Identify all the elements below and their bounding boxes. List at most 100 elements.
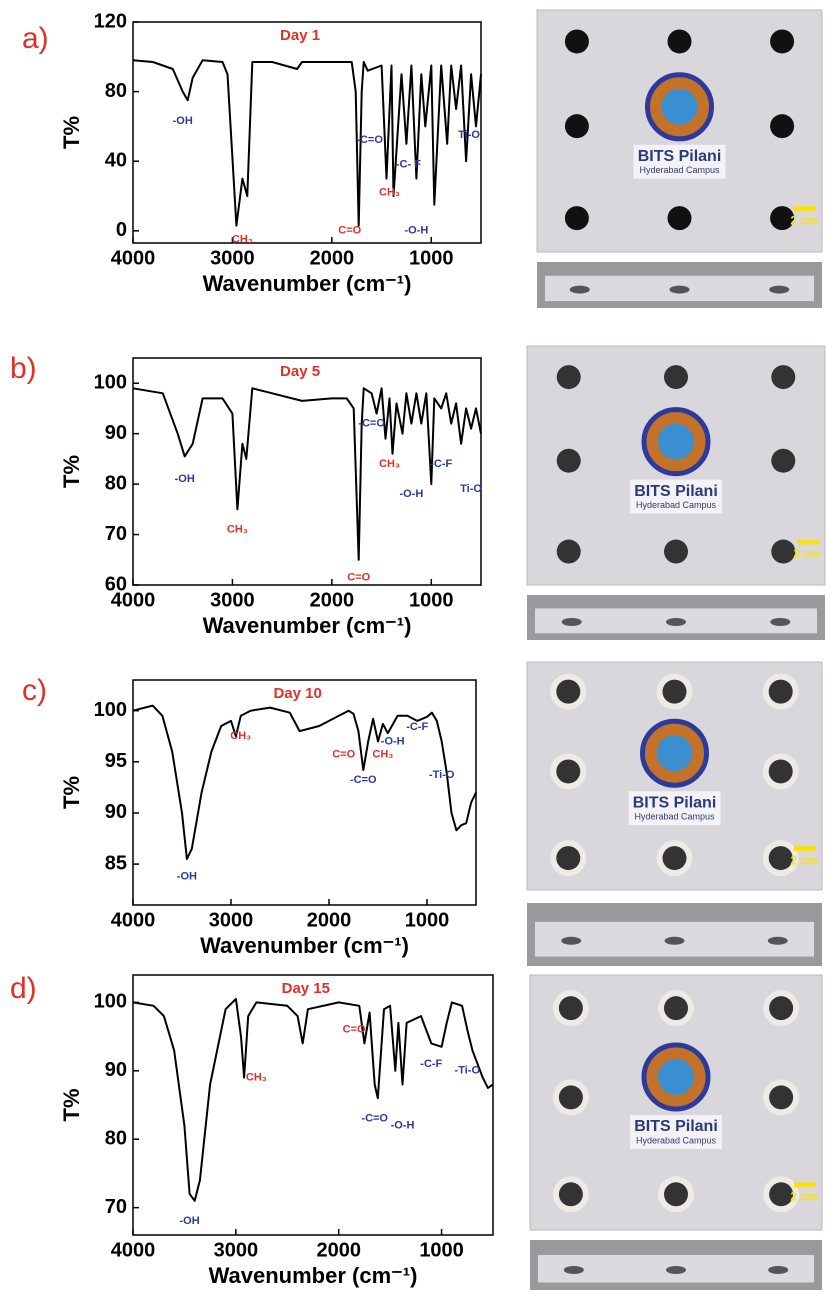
coated-hole [662,846,687,871]
x-tick-label: 3000 [210,247,255,269]
plot-frame [132,357,482,586]
peak-annotation: -O-H [381,735,405,747]
coated-hole [769,1085,794,1110]
panel-label: d) [10,972,37,1005]
scale-bar [794,846,816,852]
peak-annotation: CH₃ [232,233,253,245]
scale-bar [797,539,819,545]
chart-title: Day 5 [280,363,320,380]
logo-inner [656,735,693,772]
peak-annotation: CH₃ [230,730,251,742]
peak-annotation: CH₃ [227,523,248,535]
logo-label-bg [633,144,726,179]
peak-annotation: -C-F [420,1058,442,1070]
panel-label: a) [22,22,49,55]
peak-annotation: -Ti-O [455,1065,481,1077]
peak-annotation: -O-H [399,488,423,500]
coated-hole [770,206,795,231]
side-hole [666,618,686,626]
scale-label: 2 cm [790,213,817,227]
scale-label: 2 cm [790,1189,817,1203]
logo-inner [661,88,698,125]
x-tick-label: 4000 [111,909,156,931]
side-hole [768,1266,789,1274]
peak-annotation: -OH [173,115,193,127]
peak-annotation: -C=O [358,417,385,429]
coated-hole [771,448,796,473]
scale-bar [794,206,816,212]
side-hole [569,285,590,294]
chart-title: Day 10 [273,685,321,702]
photo-subtitle: Hyderabad Campus [639,165,720,175]
coated-hole [769,1182,794,1207]
y-tick-label: 100 [94,372,127,394]
peak-annotation: -C-F [406,721,428,733]
side-hole [669,285,690,294]
y-tick-label: 0 [116,219,127,241]
x-tick-label: 2000 [310,247,355,269]
peak-annotation: CH₃ [246,1072,267,1084]
peak-annotation: -C- F [396,159,421,171]
x-tick-label: 1000 [419,1239,464,1261]
y-axis-label: T% [59,116,84,149]
side-hole [664,936,685,945]
y-tick-label: 100 [94,699,127,721]
panel-label: c) [22,674,47,707]
y-tick-label: 100 [94,991,127,1013]
peak-annotation: -OH [179,1215,199,1227]
x-axis-label: Wavenumber (cm⁻¹) [203,271,412,296]
coated-hole [768,846,793,871]
y-tick-label: 85 [105,852,127,874]
x-tick-label: 3000 [209,909,254,931]
side-hole [769,285,790,294]
x-axis-label: Wavenumber (cm⁻¹) [203,613,412,638]
coated-hole [664,996,688,1021]
side-hole [666,1266,686,1274]
photo-title: BITS Pilani [634,483,718,500]
peak-annotation: CH₃ [379,186,400,198]
coated-hole [556,539,581,564]
y-tick-label: 70 [105,1196,127,1218]
x-tick-label: 1000 [409,247,454,269]
coated-hole [771,365,796,390]
logo-label-bg [630,479,722,514]
coated-hole [558,1182,583,1207]
side-hole [770,618,791,626]
coated-hole [768,679,793,704]
peak-annotation: Ti-O [460,483,482,495]
x-tick-label: 4000 [111,1239,156,1261]
peak-annotation: Ti-O [458,129,480,141]
coated-hole [770,29,795,54]
x-axis-label: Wavenumber (cm⁻¹) [209,1263,418,1288]
y-axis-label: T% [59,455,84,488]
coated-hole [556,365,581,390]
peak-annotation: -OH [175,473,195,485]
x-tick-label: 2000 [316,1239,361,1261]
coated-hole [556,759,581,784]
peak-annotation: -C=O [361,1113,388,1125]
y-axis-label: T% [59,1089,84,1122]
x-tick-label: 1000 [409,589,454,611]
peak-annotation: -C=O [350,774,377,786]
peak-annotation: -C-F [430,458,452,470]
peak-annotation: -O-H [404,225,428,237]
photo-title: BITS Pilani [638,148,722,165]
spectrum-line [132,59,482,227]
x-tick-label: 4000 [111,247,156,269]
coated-hole [564,114,589,139]
logo-label-bg [630,1115,722,1149]
coated-hole [556,679,581,704]
x-tick-label: 3000 [210,589,255,611]
x-tick-label: 1000 [405,909,450,931]
plot-frame [132,974,494,1236]
spectrum-line [132,387,482,561]
photo-title: BITS Pilani [633,794,717,811]
coated-hole [667,206,692,231]
y-tick-label: 90 [105,1059,127,1081]
scale-label: 2 cm [790,853,817,867]
logo-label-bg [628,791,721,826]
y-tick-label: 80 [105,472,127,494]
scale-bar [794,1182,816,1188]
peak-annotation: CH₃ [372,749,393,761]
peak-annotation: -Ti-O [429,769,455,781]
